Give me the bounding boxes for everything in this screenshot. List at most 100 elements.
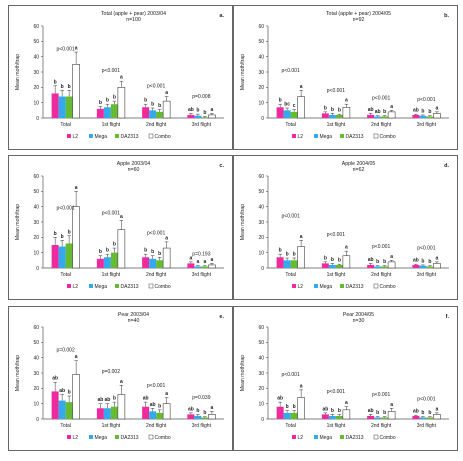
significance-letter: b	[428, 259, 431, 265]
significance-letter: b	[286, 252, 289, 258]
bar	[433, 414, 441, 420]
significance-letter: ab	[143, 396, 149, 402]
p-value-label: p<0.001	[102, 210, 120, 216]
bar	[162, 403, 171, 420]
chart-title: Total (apple + pear) 2003/04	[101, 11, 166, 17]
bar	[412, 114, 420, 118]
chart-subtitle: n=92	[353, 17, 365, 23]
significance-letter: b	[54, 79, 57, 85]
legend-swatch	[89, 134, 93, 138]
significance-letter: b	[106, 248, 109, 254]
bar	[419, 265, 427, 268]
significance-letter: b	[196, 408, 199, 414]
significance-letter: b	[158, 103, 161, 109]
y-tick-label: 30	[33, 220, 39, 226]
bar	[387, 111, 396, 119]
bar	[290, 260, 298, 268]
significance-letter: b	[383, 410, 386, 416]
chart-title: Total (apple + pear) 2004/05	[326, 11, 391, 17]
bar	[290, 111, 298, 118]
y-tick-label: 30	[258, 220, 264, 226]
panel-letter: b.	[444, 13, 449, 19]
significance-letter: b	[376, 410, 379, 416]
chart-panel: Apple 2003/04 n=60 c. Mean moth/trap 0 10 20 30…	[8, 155, 233, 300]
p-value-label: p=0.008	[192, 94, 210, 100]
y-tick-label: 0	[36, 266, 39, 272]
p-value-label: p<0.001	[147, 383, 165, 389]
legend-swatch	[148, 434, 154, 440]
p-value-label: p<0.001	[102, 68, 120, 74]
bar	[142, 107, 150, 118]
significance-letter: b	[286, 404, 289, 410]
bar	[149, 411, 157, 419]
bar	[72, 206, 80, 269]
significance-letter: a	[390, 254, 393, 260]
significance-letter: b	[338, 258, 341, 264]
legend-swatch	[89, 284, 93, 288]
bar	[276, 107, 284, 118]
y-tick-label: 40	[33, 204, 39, 210]
legend-label: L2	[73, 435, 79, 441]
significance-letter: ab	[375, 109, 381, 115]
significance-letter: a	[210, 257, 213, 263]
x-tick-label: Total	[60, 122, 71, 128]
bar	[381, 116, 389, 118]
legend-swatch	[373, 283, 379, 289]
significance-letter: b	[203, 110, 206, 116]
p-value-label: p<0.001	[282, 68, 300, 74]
chart-subtitle: n=60	[128, 167, 140, 173]
significance-letter: bc	[284, 102, 290, 108]
significance-letter: b	[383, 109, 386, 115]
p-value-label: p<0.001	[327, 389, 345, 395]
significance-letter: ab	[150, 402, 156, 408]
y-axis-label: Mean moth/trap	[15, 355, 21, 391]
bar	[142, 406, 150, 419]
y-axis-label: Mean moth/trap	[240, 204, 246, 240]
y-tick-label: 60	[258, 24, 264, 30]
significance-letter: b	[331, 107, 334, 113]
significance-letter: a	[435, 406, 438, 412]
y-tick-label: 20	[33, 386, 39, 392]
significance-letter: b	[61, 84, 64, 90]
legend-swatch	[148, 133, 154, 139]
y-tick-label: 60	[33, 24, 39, 30]
y-tick-label: 40	[258, 54, 264, 60]
legend-label: Combo	[155, 134, 171, 140]
bar	[321, 414, 329, 419]
chart-subtitle: n=40	[128, 318, 140, 324]
legend-swatch	[373, 434, 379, 440]
significance-letter: ab	[368, 408, 374, 414]
bar	[65, 243, 73, 268]
y-tick-label: 20	[33, 235, 39, 241]
bar-chart: Total (apple + pear) 2004/05n=92 b. Mean m…	[240, 11, 449, 140]
significance-letter: ab	[97, 397, 103, 403]
bar-chart: Apple 2004/05n=62 d. Mean moth/trap 0 10 20 30…	[240, 161, 449, 290]
y-tick-label: 10	[258, 100, 264, 106]
y-axis-label: Mean moth/trap	[15, 204, 21, 240]
significance-letter: a	[120, 75, 123, 81]
y-tick-label: 40	[33, 54, 39, 60]
panel-letter: a.	[219, 13, 224, 19]
y-tick-label: 20	[258, 386, 264, 392]
significance-letter: a	[120, 379, 123, 385]
p-value-label: p=0.002	[102, 369, 120, 375]
significance-letter: b	[421, 258, 424, 264]
bar	[149, 110, 157, 118]
y-tick-label: 40	[258, 204, 264, 210]
bar	[187, 263, 195, 268]
y-tick-label: 50	[33, 340, 39, 346]
bar	[65, 402, 73, 419]
x-tick-label: Total	[60, 272, 71, 278]
bar	[381, 266, 389, 268]
bar	[433, 113, 441, 119]
y-tick-label: 60	[33, 174, 39, 180]
y-tick-label: 60	[258, 325, 264, 331]
y-tick-label: 30	[258, 371, 264, 377]
bar	[328, 114, 336, 118]
significance-letter: b	[196, 108, 199, 114]
bar	[426, 116, 434, 118]
significance-letter: b	[383, 259, 386, 265]
x-tick-label: 1st flight	[327, 272, 346, 278]
bar	[110, 104, 118, 118]
legend-label: Mega	[320, 435, 333, 441]
